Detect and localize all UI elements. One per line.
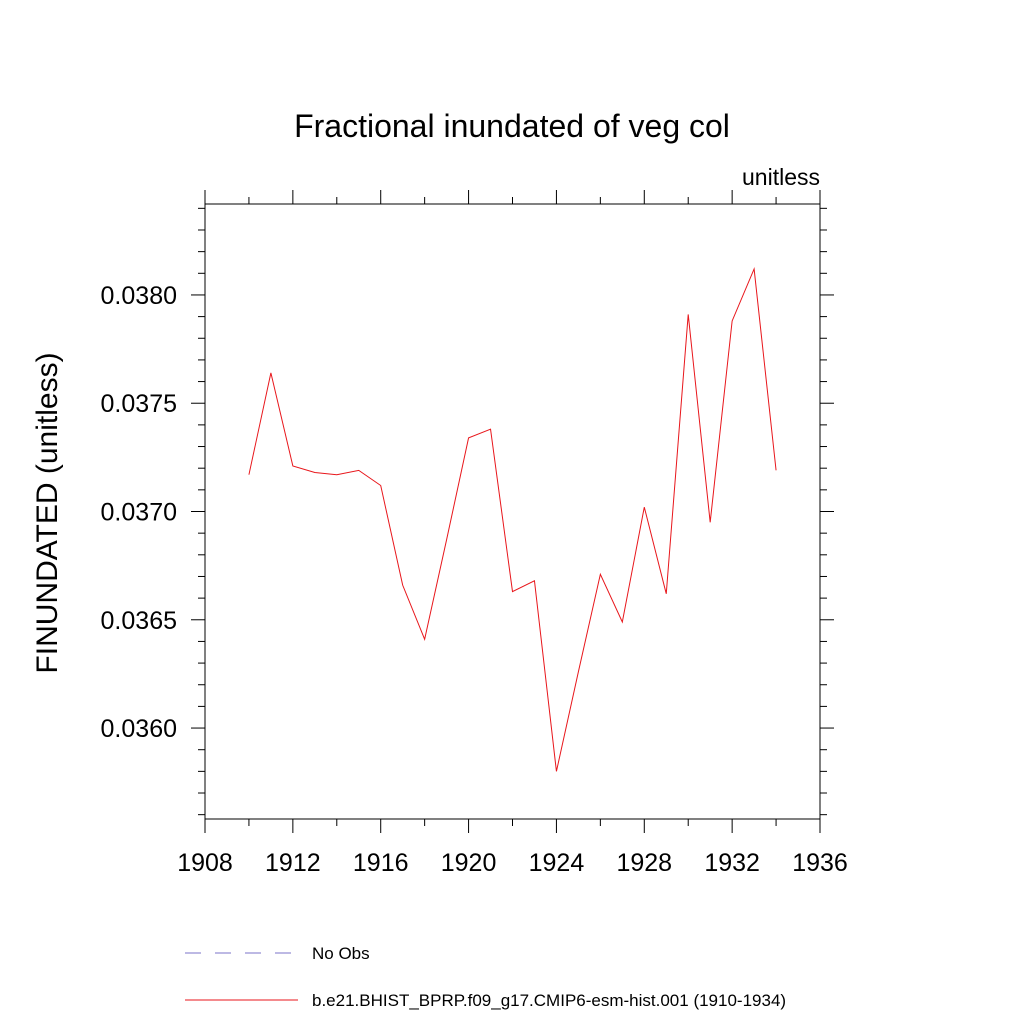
y-tick-label: 0.0380 <box>101 282 177 310</box>
units-label: unitless <box>742 164 820 190</box>
x-tick-label: 1908 <box>177 849 233 877</box>
y-tick-labels: 0.0360 0.0365 0.0370 0.0375 0.0380 <box>101 282 177 743</box>
legend-label: No Obs <box>312 944 370 963</box>
y-tick-label: 0.0365 <box>101 607 177 635</box>
legend: No Obs b.e21.BHIST_BPRP.f09_g17.CMIP6-esm… <box>185 944 786 1010</box>
series-line <box>248 266 777 772</box>
x-tick-labels: 1908 1912 1916 1920 1924 1928 1932 1936 <box>177 849 848 877</box>
chart-title: Fractional inundated of veg col <box>294 108 730 144</box>
y-axis-label: FINUNDATED (unitless) <box>31 352 64 673</box>
axis-ticks <box>191 190 834 833</box>
x-tick-label: 1916 <box>353 849 409 877</box>
x-tick-label: 1912 <box>265 849 321 877</box>
y-tick-label: 0.0375 <box>101 390 177 418</box>
x-tick-label: 1936 <box>792 849 848 877</box>
x-tick-label: 1920 <box>441 849 497 877</box>
y-tick-label: 0.0370 <box>101 499 177 527</box>
series-lines <box>248 266 777 772</box>
y-tick-label: 0.0360 <box>101 715 177 743</box>
x-tick-label: 1924 <box>529 849 585 877</box>
x-tick-label: 1932 <box>704 849 760 877</box>
plot-frame <box>204 203 821 820</box>
x-tick-label: 1928 <box>616 849 672 877</box>
legend-label: b.e21.BHIST_BPRP.f09_g17.CMIP6-esm-hist.… <box>312 991 786 1010</box>
